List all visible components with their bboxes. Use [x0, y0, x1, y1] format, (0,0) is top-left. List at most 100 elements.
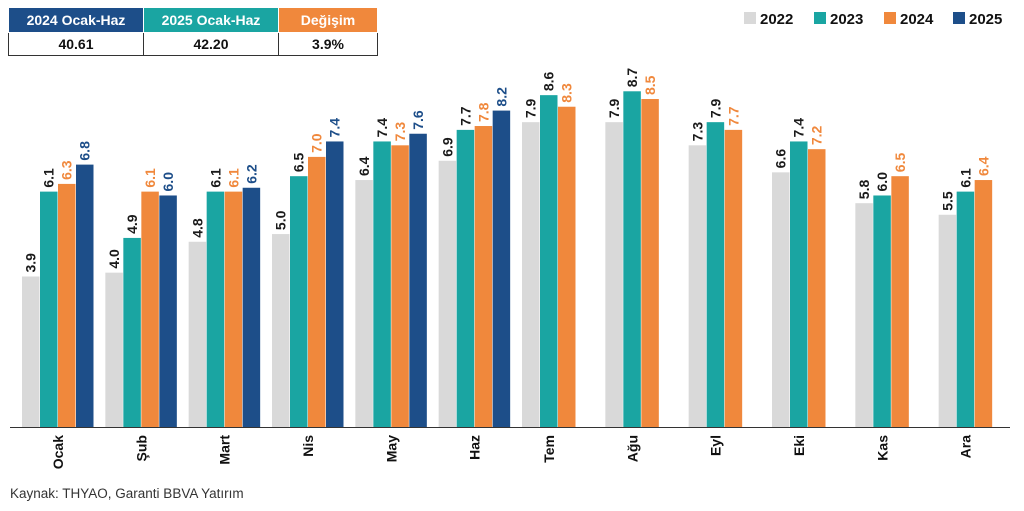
- data-label-2022-8: 7.3: [689, 122, 705, 142]
- data-label-2024-8: 7.7: [725, 106, 741, 126]
- bar-2022-5: [438, 160, 457, 427]
- bar-2022-4: [355, 180, 373, 427]
- bar-2024-8: [724, 129, 743, 427]
- summary-value-2025: 42.20: [143, 32, 279, 56]
- legend-label-2023: 2023: [830, 11, 863, 28]
- data-label-2023-8: 7.9: [707, 98, 723, 118]
- bar-2024-10: [891, 176, 909, 427]
- legend-label-2022: 2022: [760, 11, 793, 28]
- data-label-2024-5: 7.8: [475, 102, 491, 122]
- bar-2023-7: [623, 91, 641, 427]
- bar-2022-11: [938, 214, 957, 427]
- bar-2023-2: [206, 191, 225, 427]
- data-label-2023-3: 6.5: [291, 153, 307, 173]
- legend-label-2025: 2025: [969, 11, 1002, 28]
- bar-2024-4: [391, 145, 409, 427]
- bar-2022-1: [105, 272, 123, 427]
- bar-2022-2: [188, 241, 207, 427]
- summary-header-2024: 2024 Ocak-Haz: [8, 7, 144, 33]
- bar-2025-5: [492, 110, 511, 427]
- bar-2023-8: [706, 122, 725, 428]
- bar-2023-10: [873, 195, 891, 427]
- bar-2022-3: [272, 234, 290, 427]
- data-label-2022-7: 7.9: [606, 98, 622, 118]
- bar-2023-0: [40, 191, 58, 427]
- bar-2024-1: [141, 191, 159, 427]
- bar-2025-4: [409, 133, 427, 427]
- data-label-2022-1: 4.0: [106, 249, 122, 269]
- bar-2024-5: [474, 126, 493, 428]
- data-label-2023-6: 8.6: [541, 71, 557, 91]
- bar-2023-5: [456, 129, 475, 427]
- bar-2022-9: [772, 172, 790, 427]
- data-label-2023-7: 8.7: [624, 68, 640, 88]
- bar-2024-7: [641, 99, 659, 428]
- data-label-2023-4: 7.4: [374, 118, 390, 138]
- data-label-2023-2: 6.1: [207, 168, 223, 188]
- data-label-2022-5: 6.9: [439, 137, 455, 157]
- bar-2024-2: [224, 191, 243, 427]
- bar-2023-9: [790, 141, 808, 427]
- data-label-2022-11: 5.5: [939, 191, 955, 211]
- x-tick-label-10: Kas: [874, 435, 890, 461]
- x-tick-label-4: May: [383, 435, 399, 462]
- summary-header-row: 2024 Ocak-Haz 2025 Ocak-Haz Değişim: [8, 7, 378, 33]
- legend-swatch-2024: [884, 12, 896, 24]
- x-tick-label-0: Ocak: [50, 435, 66, 469]
- bar-2025-2: [242, 187, 261, 427]
- data-label-2025-0: 6.8: [77, 141, 93, 161]
- bar-2025-1: [159, 195, 177, 427]
- bar-2023-11: [956, 191, 975, 427]
- summary-value-row: 40.61 42.20 3.9%: [8, 32, 378, 56]
- bar-2023-6: [540, 95, 558, 428]
- data-label-2024-2: 6.1: [225, 168, 241, 188]
- data-label-2025-5: 8.2: [493, 87, 509, 107]
- data-label-2024-4: 7.3: [392, 122, 408, 142]
- summary-header-change: Değişim: [278, 7, 378, 33]
- data-label-2023-9: 7.4: [791, 118, 807, 138]
- legend-label-2024: 2024: [900, 11, 934, 28]
- data-label-2024-3: 7.0: [309, 133, 325, 153]
- bar-2022-0: [22, 276, 40, 427]
- data-label-2023-5: 7.7: [457, 106, 473, 126]
- data-label-2024-11: 6.4: [975, 156, 991, 176]
- x-tick-label-11: Ara: [958, 435, 974, 459]
- data-label-2024-1: 6.1: [142, 168, 158, 188]
- data-label-2025-1: 6.0: [160, 172, 176, 192]
- data-label-2022-2: 4.8: [189, 218, 205, 238]
- x-tick-label-6: Tem: [541, 435, 557, 463]
- data-label-2025-3: 7.4: [327, 118, 343, 138]
- data-label-2024-9: 7.2: [809, 125, 825, 145]
- bar-2024-9: [808, 149, 826, 427]
- legend-swatch-2025: [953, 12, 965, 24]
- bar-2022-8: [688, 145, 707, 427]
- data-label-2024-10: 6.5: [892, 153, 908, 173]
- data-label-2023-0: 6.1: [41, 168, 57, 188]
- data-label-2022-0: 3.9: [23, 253, 39, 273]
- x-tick-label-1: Şub: [133, 435, 149, 461]
- data-label-2025-2: 6.2: [243, 164, 259, 184]
- bar-2023-1: [123, 237, 141, 427]
- x-tick-label-8: Eyl: [708, 435, 724, 456]
- data-label-2023-10: 6.0: [874, 172, 890, 192]
- bar-2023-4: [373, 141, 391, 427]
- bar-2022-6: [522, 122, 540, 428]
- x-tick-label-7: Ağu: [624, 435, 640, 462]
- data-label-2022-6: 7.9: [523, 98, 539, 118]
- data-label-2024-0: 6.3: [59, 160, 75, 180]
- bar-2025-0: [76, 164, 94, 427]
- data-label-2025-4: 7.6: [410, 110, 426, 130]
- legend-swatch-2022: [744, 12, 756, 24]
- legend-swatch-2023: [814, 12, 826, 24]
- x-tick-label-2: Mart: [217, 435, 233, 465]
- summary-value-2024: 40.61: [8, 32, 144, 56]
- summary-table: 2024 Ocak-Haz 2025 Ocak-Haz Değişim 40.6…: [8, 7, 378, 56]
- data-label-2022-3: 5.0: [273, 210, 289, 230]
- bar-2024-0: [58, 183, 76, 427]
- bar-2022-7: [605, 122, 623, 428]
- bar-2024-6: [558, 106, 576, 427]
- x-tick-label-3: Nis: [300, 435, 316, 457]
- data-label-2022-9: 6.6: [773, 149, 789, 169]
- bar-2022-10: [855, 203, 873, 427]
